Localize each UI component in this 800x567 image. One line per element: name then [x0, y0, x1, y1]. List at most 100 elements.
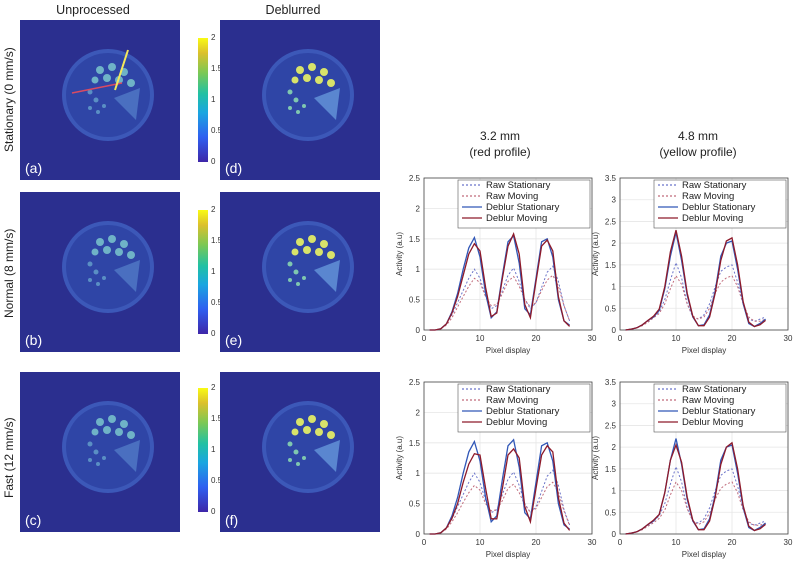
y-tick-label: 1.5: [605, 261, 617, 270]
x-tick-label: 20: [728, 538, 737, 547]
series-line-deblur-moving: [429, 232, 571, 331]
x-axis-label: Pixel display: [682, 346, 726, 355]
x-axis-label: Pixel display: [486, 346, 530, 355]
y-tick-label: 2.5: [409, 378, 421, 387]
colorbar-tick-label: 0.5: [211, 476, 223, 485]
header-line: (red profile): [469, 145, 531, 159]
phantom-image: [62, 221, 154, 313]
x-tick-label: 10: [672, 538, 681, 547]
header-line: 3.2 mm: [479, 129, 520, 143]
colorbar-tick-label: 0: [211, 157, 216, 166]
chart-header-yellow: 4.8 mm (yellow profile): [598, 128, 798, 160]
plot-frame: [619, 177, 789, 331]
legend-label: Deblur Moving: [486, 417, 547, 428]
colorbar: [198, 210, 208, 334]
y-tick-label: 3.5: [605, 174, 617, 183]
colorbar-tick-label: 1.5: [211, 236, 223, 245]
image-panel-c: (c): [20, 372, 180, 532]
row-label-stationary: Stationary (0 mm/s): [2, 47, 16, 152]
y-tick-label: 0.5: [409, 296, 421, 305]
panel-letter: (f): [225, 512, 239, 528]
x-tick-label: 30: [784, 538, 793, 547]
plot-frame: [619, 381, 789, 535]
chart-header-red: 3.2 mm (red profile): [400, 128, 600, 160]
legend-label: Deblur Stationary: [486, 202, 560, 213]
y-tick-label: 3: [612, 400, 617, 409]
phantom-image: [262, 49, 354, 141]
colorbar-tick-label: 1: [211, 445, 216, 454]
legend-label: Raw Moving: [486, 395, 538, 406]
y-tick-label: 2.5: [605, 217, 617, 226]
y-tick-label: 1.5: [409, 439, 421, 448]
y-tick-label: 2: [416, 408, 421, 417]
phantom-image: [62, 401, 154, 493]
y-tick-label: 1: [612, 283, 617, 292]
x-axis-label: Pixel display: [682, 550, 726, 559]
y-axis-label: Activity (a.u): [591, 232, 600, 276]
colorbar-tick-label: 1: [211, 95, 216, 104]
series-line-raw-moving: [429, 481, 571, 535]
x-tick-label: 30: [588, 334, 597, 343]
plot-frame: [423, 177, 593, 331]
colorbar-tick-label: 0.5: [211, 126, 223, 135]
phantom-image: [262, 401, 354, 493]
series-line-raw-moving: [625, 480, 766, 535]
colorbar: [198, 38, 208, 162]
y-tick-label: 2: [416, 204, 421, 213]
legend-label: Deblur Stationary: [682, 406, 756, 417]
yellow-profile-line: [114, 49, 129, 91]
x-tick-label: 10: [672, 334, 681, 343]
x-tick-label: 10: [476, 538, 485, 547]
y-axis-label: Activity (a.u): [591, 436, 600, 480]
phantom-image: [62, 49, 154, 141]
colorbar-tick-label: 1: [211, 267, 216, 276]
colorbar-tick-label: 0.5: [211, 298, 223, 307]
colorbar-tick-label: 1.5: [211, 64, 223, 73]
image-panel-b: (b): [20, 192, 180, 352]
series-line-deblur-stationary: [625, 438, 767, 535]
y-axis-label: Activity (a.u): [395, 436, 404, 480]
y-tick-label: 1: [416, 469, 421, 478]
y-tick-label: 2.5: [605, 421, 617, 430]
x-tick-label: 0: [422, 334, 427, 343]
y-tick-label: 0.5: [605, 508, 617, 517]
series-line-deblur-moving: [429, 444, 571, 535]
legend-label: Raw Stationary: [682, 384, 747, 395]
x-tick-label: 0: [618, 538, 623, 547]
legend-label: Raw Moving: [682, 395, 734, 406]
y-tick-label: 1: [416, 265, 421, 274]
y-axis-label: Activity (a.u): [395, 232, 404, 276]
profile-chart-yellow-bottom: 0 0.5 1 1.5 2 2.5 3 3.5 0 10 20 30 Pixel display Acti…: [591, 378, 793, 559]
x-tick-label: 0: [422, 538, 427, 547]
plot-frame: [423, 381, 593, 535]
phantom-image: [262, 221, 354, 313]
unprocessed-header: Unprocessed: [56, 3, 130, 17]
series-line-raw-moving: [625, 274, 766, 331]
legend-label: Raw Moving: [682, 191, 734, 202]
y-tick-label: 3: [612, 196, 617, 205]
series-line-deblur-stationary: [429, 438, 570, 535]
panel-letter: (d): [225, 160, 243, 176]
deblurred-header: Deblurred: [265, 3, 321, 17]
colorbar-tick-label: 1.5: [211, 414, 223, 423]
legend-label: Deblur Stationary: [486, 406, 560, 417]
x-tick-label: 20: [532, 538, 541, 547]
y-tick-label: 0: [416, 530, 421, 539]
x-axis-label: Pixel display: [486, 550, 530, 559]
profile-chart-yellow-top: 0 0.5 1 1.5 2 2.5 3 3.5 0 10 20 30 Pixel display Acti…: [591, 174, 793, 355]
image-panel-e: (e): [220, 192, 380, 352]
series-line-deblur-stationary: [625, 232, 767, 331]
y-tick-label: 0: [612, 326, 617, 335]
profile-chart-red-top: 0 0.5 1 1.5 2 2.5 0 10 20 30 Pixel display Activity…: [395, 174, 597, 355]
y-tick-label: 2: [612, 443, 617, 452]
y-tick-label: 1: [612, 487, 617, 496]
legend-label: Deblur Moving: [486, 213, 547, 224]
panel-letter: (a): [25, 160, 43, 176]
y-tick-label: 0.5: [409, 500, 421, 509]
colorbar-tick-label: 2: [211, 383, 216, 392]
y-tick-label: 0.5: [605, 304, 617, 313]
legend-label: Raw Stationary: [682, 180, 747, 191]
header-line: (yellow profile): [659, 145, 737, 159]
y-tick-label: 1.5: [605, 465, 617, 474]
series-line-deblur-moving: [625, 441, 767, 535]
